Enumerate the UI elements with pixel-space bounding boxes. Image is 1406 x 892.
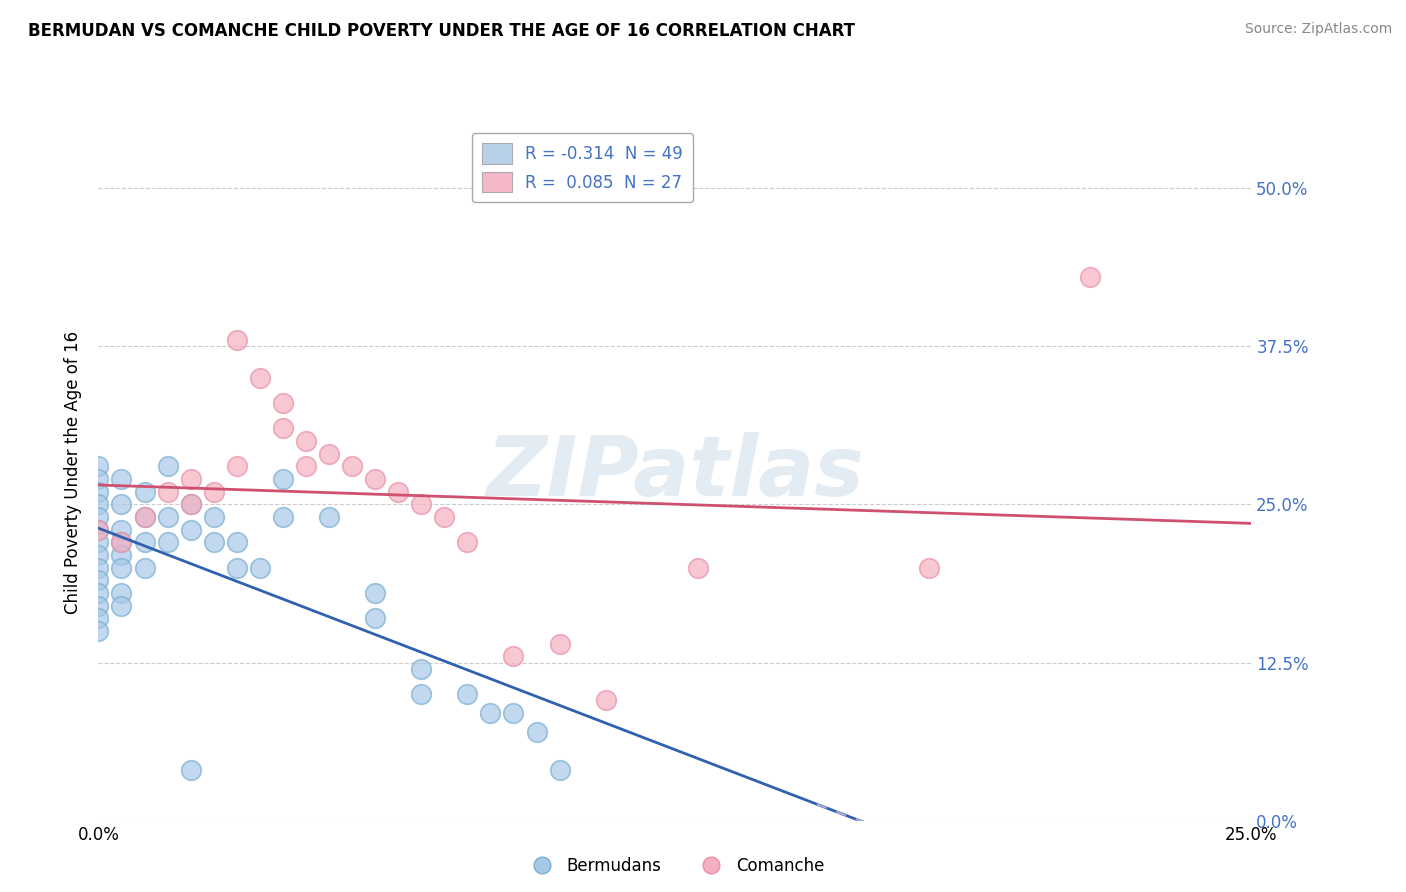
Point xyxy=(364,586,387,600)
Point xyxy=(686,560,709,574)
Y-axis label: Child Poverty Under the Age of 16: Child Poverty Under the Age of 16 xyxy=(65,331,83,615)
Point xyxy=(87,624,110,638)
Point xyxy=(548,763,571,777)
Point xyxy=(87,560,110,574)
Point xyxy=(917,560,939,574)
Point xyxy=(318,447,340,461)
Point xyxy=(87,586,110,600)
Text: BERMUDAN VS COMANCHE CHILD POVERTY UNDER THE AGE OF 16 CORRELATION CHART: BERMUDAN VS COMANCHE CHILD POVERTY UNDER… xyxy=(28,22,855,40)
Point xyxy=(180,497,202,511)
Point xyxy=(156,484,179,499)
Point xyxy=(134,484,156,499)
Point xyxy=(295,434,318,449)
Point xyxy=(502,706,524,720)
Point xyxy=(110,535,132,549)
Point xyxy=(340,459,363,474)
Point xyxy=(87,510,110,524)
Point xyxy=(87,484,110,499)
Point xyxy=(87,459,110,474)
Point xyxy=(202,535,225,549)
Point xyxy=(202,484,225,499)
Point xyxy=(110,535,132,549)
Point xyxy=(110,548,132,562)
Point xyxy=(526,725,548,739)
Point xyxy=(87,535,110,549)
Point xyxy=(180,763,202,777)
Text: ZIPatlas: ZIPatlas xyxy=(486,433,863,513)
Point xyxy=(249,371,271,385)
Point xyxy=(110,523,132,537)
Point xyxy=(87,599,110,613)
Point xyxy=(134,560,156,574)
Point xyxy=(548,636,571,650)
Point xyxy=(411,497,433,511)
Point xyxy=(411,662,433,676)
Point xyxy=(225,560,247,574)
Point xyxy=(110,586,132,600)
Point xyxy=(318,510,340,524)
Point xyxy=(110,472,132,486)
Point xyxy=(156,459,179,474)
Point xyxy=(1078,269,1101,284)
Point xyxy=(387,484,409,499)
Point xyxy=(87,548,110,562)
Point xyxy=(479,706,502,720)
Text: Source: ZipAtlas.com: Source: ZipAtlas.com xyxy=(1244,22,1392,37)
Point xyxy=(110,560,132,574)
Point xyxy=(225,333,247,347)
Point xyxy=(225,535,247,549)
Point xyxy=(87,574,110,588)
Point xyxy=(87,497,110,511)
Point xyxy=(249,560,271,574)
Point xyxy=(180,472,202,486)
Point xyxy=(271,510,294,524)
Point xyxy=(411,687,433,701)
Point xyxy=(271,472,294,486)
Point xyxy=(180,523,202,537)
Legend: Bermudans, Comanche: Bermudans, Comanche xyxy=(519,851,831,882)
Point xyxy=(433,510,456,524)
Point xyxy=(87,472,110,486)
Point xyxy=(87,523,110,537)
Point xyxy=(134,510,156,524)
Point xyxy=(271,396,294,410)
Point xyxy=(87,611,110,625)
Point xyxy=(134,510,156,524)
Point xyxy=(110,497,132,511)
Point xyxy=(156,535,179,549)
Point xyxy=(456,687,478,701)
Point xyxy=(502,649,524,664)
Point xyxy=(595,693,617,707)
Point xyxy=(364,472,387,486)
Point xyxy=(156,510,179,524)
Point xyxy=(225,459,247,474)
Point xyxy=(110,599,132,613)
Point xyxy=(202,510,225,524)
Point xyxy=(180,497,202,511)
Point xyxy=(87,523,110,537)
Point xyxy=(134,535,156,549)
Point xyxy=(456,535,478,549)
Point xyxy=(295,459,318,474)
Point xyxy=(271,421,294,435)
Point xyxy=(364,611,387,625)
